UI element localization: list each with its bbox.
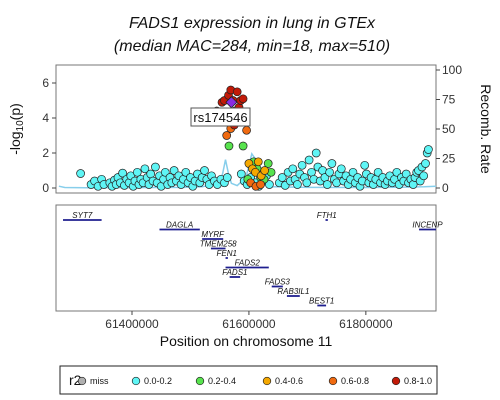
legend-label: miss [90,376,109,386]
gene-label: FADS3 [265,278,291,287]
y-axis-title: -log10(p) [7,103,26,155]
snp-point-r2-0-0.2 [302,178,312,188]
gene-label: FTH1 [317,211,337,220]
legend-swatch [77,376,87,386]
gene-panel [55,204,437,312]
y-tick-label: 6 [42,76,49,90]
snp-point-r2-0.8-1.0 [238,94,248,104]
y-tick-label: 2 [42,146,49,160]
snp-point-r2-0.6-0.8 [222,131,232,140]
y2-tick-label: 100 [442,63,462,77]
lead-snp-annotation: rs174546 [190,107,251,127]
y-tick-label: 0 [42,181,49,195]
snp-point-r2-0-0.2 [424,145,433,154]
chart-subtitle: (median MAC=284, min=18, max=510) [114,38,390,55]
snp-point-r2-0.4-0.6 [260,166,270,175]
legend-box [59,365,438,395]
y2-axis: 0 25 50 75 100 [436,63,462,195]
legend-title: r2 [69,372,82,388]
snp-point-r2-0.8-1.0 [232,87,242,97]
y2-axis-title: Recomb. Rate [478,84,494,174]
x-tick-label: 61400000 [105,317,159,331]
legend-label: 0.6-0.8 [341,376,369,386]
snp-point-r2-0-0.2 [327,159,337,168]
snp-point-r2-0-0.2 [421,159,430,168]
gene-label: TMEM258 [200,240,237,249]
snp-point-r2-0.2-0.4 [238,141,248,151]
snp-point-r2-0.6-0.8 [256,180,265,189]
legend-label: 0.2-0.4 [208,376,236,386]
snp-point-r2-0-0.2 [336,164,346,174]
gene-label: SYT7 [72,211,93,220]
x-tick-label: 61800000 [339,317,393,331]
snp-point-r2-0-0.2 [277,173,287,182]
snp-point-r2-0-0.2 [132,167,142,177]
snp-point-r2-0-0.2 [118,168,127,178]
legend-swatch [262,376,272,386]
snp-point-r2-0-0.2 [76,169,85,178]
legend-label: 0.0-0.2 [144,376,172,386]
y-axis-title-subscript: 10 [15,120,26,132]
x-axis: 61400000 61600000 61800000 [105,311,393,331]
gene-label: FADS1 [222,268,247,277]
snp-point-r2-0-0.2 [360,160,370,170]
gene-label: MYRF [201,230,225,239]
legend-swatch [391,376,401,386]
y2-tick-label: 25 [442,152,456,166]
snp-point-r2-0-0.2 [288,164,298,174]
snp-point-r2-0-0.2 [297,160,307,170]
snp-point-r2-0-0.2 [140,164,150,174]
snp-point-r2-0-0.2 [200,166,209,175]
lead-snp-label: rs174546 [193,110,247,125]
snp-point-r2-0.2-0.4 [263,159,273,168]
legend-label: 0.8-1.0 [404,376,432,386]
gene-label: INCENP [412,221,443,230]
legend-label: 0.4-0.6 [275,376,303,386]
snp-point-r2-0-0.2 [293,180,302,189]
snp-point-r2-0.2-0.4 [224,141,234,151]
snp-points-layer [76,85,433,191]
snp-point-r2-0-0.2 [419,171,429,181]
gene-label: FADS2 [235,259,261,268]
gene-label: BEST1 [309,297,334,306]
x-tick-label: 61600000 [222,317,276,331]
gene-label: DAGLA [166,221,193,230]
legend-swatch [131,376,141,386]
y-tick-label: 4 [42,111,49,125]
y2-tick-label: 50 [442,122,456,136]
snp-point-r2-0-0.2 [311,148,321,158]
y-axis: 0 2 4 6 [42,76,56,195]
gene-label: RAB3IL1 [277,287,309,296]
snp-point-r2-0-0.2 [304,155,314,165]
chart-title: FADS1 expression in lung in GTEx [129,15,376,32]
x-axis-title: Position on chromosome 11 [160,333,333,349]
snp-point-r2-0-0.2 [325,167,334,177]
snp-point-r2-0.4-0.6 [253,157,263,167]
snp-point-r2-0.6-0.8 [242,125,251,135]
legend: miss 0.0-0.2 0.2-0.4 0.4-0.6 0.6-0.8 0.8-1.0 [77,376,432,386]
y2-tick-label: 75 [442,93,456,107]
legend-swatch [195,376,205,386]
lead-snp-label-box [190,107,251,127]
snp-point-r2-0-0.2 [265,180,274,189]
snp-point-r2-0-0.2 [222,173,232,182]
legend-swatch [328,376,338,386]
gene-label: FEN1 [216,249,236,258]
snp-point-r2-0-0.2 [322,180,332,189]
y2-tick-label: 0 [442,181,449,195]
gene-track: SYT7 FTH1INCENPDAGLAMYRFTMEM258FEN1FADS2F… [63,211,443,307]
snp-point-r2-0-0.2 [151,162,160,172]
